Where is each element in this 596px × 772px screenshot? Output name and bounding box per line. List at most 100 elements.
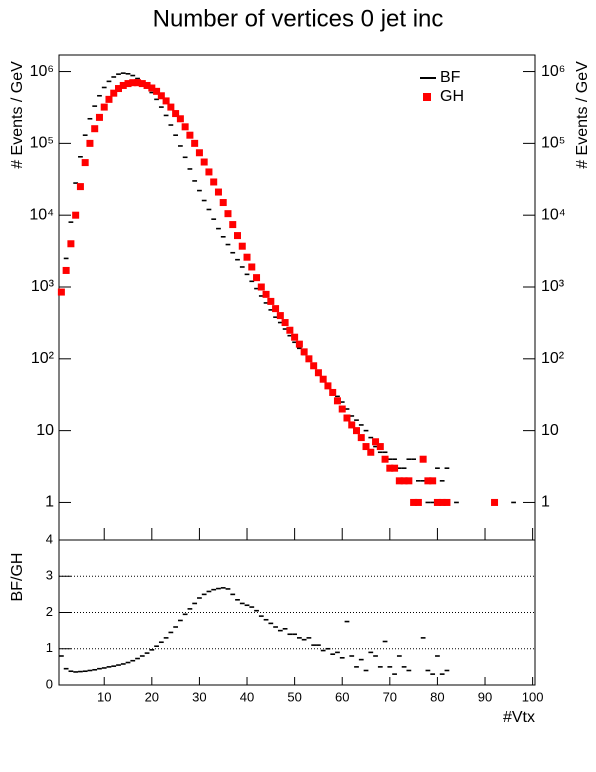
gh-point (81, 159, 89, 167)
gh-point (167, 103, 175, 111)
y-axis-title: # Events / GeV (9, 61, 26, 169)
gh-point (400, 477, 408, 485)
x-tick-label: 80 (430, 689, 444, 704)
gh-point (181, 123, 189, 131)
gh-point (353, 427, 360, 435)
y-tick-label: 10⁶ (30, 63, 54, 80)
y-tick-label: 0 (46, 676, 53, 691)
y-tick-label: 4 (46, 531, 53, 546)
gh-point (253, 274, 261, 282)
gh-point (172, 110, 180, 118)
gh-point (272, 305, 280, 313)
x-tick-label: 40 (240, 689, 254, 704)
x-tick-label: 90 (478, 689, 492, 704)
gh-point (314, 369, 322, 377)
y-tick-label-right: 10⁶ (541, 63, 565, 80)
gh-point (157, 92, 165, 100)
legend-swatch (423, 93, 431, 101)
gh-point (229, 221, 237, 229)
gh-point (424, 477, 432, 485)
gh-point (138, 80, 146, 88)
gh-point (395, 477, 403, 485)
legend-label: BF (440, 69, 461, 86)
gh-point (319, 375, 327, 383)
x-tick-label: 10 (97, 689, 111, 704)
gh-point (414, 498, 422, 506)
y-tick-label: 10² (31, 350, 55, 367)
y-tick-label-right: 1 (541, 494, 550, 511)
gh-point (438, 498, 446, 506)
x-tick-label: 30 (192, 689, 206, 704)
y-tick-label: 2 (46, 604, 53, 619)
y-tick-label: 10⁵ (30, 135, 54, 152)
gh-point (405, 477, 413, 485)
gh-point (324, 382, 332, 390)
x-tick-label: 60 (335, 689, 349, 704)
y-axis-title-right: # Events / GeV (574, 61, 591, 169)
gh-point (95, 113, 103, 121)
x-tick-label: 20 (145, 689, 159, 704)
gh-point (281, 319, 289, 327)
gh-point (310, 362, 318, 370)
gh-point (329, 388, 337, 396)
y-tick-label-right: 10⁴ (541, 206, 566, 223)
gh-point (153, 87, 161, 95)
gh-point (262, 290, 270, 298)
gh-point (295, 340, 303, 348)
gh-point (267, 297, 275, 305)
x-axis-title: #Vtx (503, 709, 535, 726)
y-tick-label-right: 10 (541, 422, 559, 439)
gh-point (410, 498, 418, 506)
gh-point (372, 438, 380, 446)
gh-point (357, 434, 365, 442)
gh-point (224, 210, 232, 218)
gh-point (300, 348, 308, 356)
y-tick-label-right: 10² (541, 350, 565, 367)
y-tick-label-right: 10⁵ (541, 135, 565, 152)
legend-label: GH (440, 88, 464, 105)
gh-point (200, 158, 208, 166)
y-tick-label: 1 (45, 494, 54, 511)
gh-point (443, 498, 451, 506)
gh-point (67, 240, 75, 248)
gh-point (86, 139, 94, 147)
y-tick-label-right: 10³ (541, 278, 565, 295)
y-tick-label: 10 (36, 422, 54, 439)
gh-point (176, 115, 184, 123)
gh-point (419, 455, 427, 463)
y-tick-label: 1 (46, 640, 53, 655)
gh-point (191, 139, 199, 147)
gh-point (119, 81, 127, 89)
gh-point (91, 125, 99, 133)
ratio-axis-title: BF/GH (9, 553, 26, 602)
gh-point (338, 405, 346, 413)
gh-point (210, 178, 218, 186)
gh-point (376, 443, 384, 451)
gh-point (305, 355, 313, 363)
gh-point (110, 89, 118, 97)
gh-point (134, 79, 142, 87)
gh-point (162, 97, 170, 105)
gh-point (219, 199, 227, 207)
gh-point (72, 211, 80, 219)
y-tick-label: 3 (46, 568, 53, 583)
y-tick-label: 10³ (31, 278, 55, 295)
gh-point (257, 283, 265, 291)
gh-point (76, 183, 84, 191)
gh-point (362, 443, 370, 451)
gh-point (214, 188, 222, 196)
gh-point (276, 312, 284, 320)
x-tick-label: 100 (522, 689, 544, 704)
y-tick-label: 10⁴ (29, 206, 54, 223)
gh-point (291, 333, 299, 341)
gh-point (195, 149, 203, 157)
gh-point (129, 79, 137, 87)
gh-point (115, 85, 122, 93)
gh-point (100, 103, 108, 111)
gh-point (367, 448, 375, 456)
x-tick-label: 50 (287, 689, 301, 704)
x-tick-label: 70 (383, 689, 397, 704)
gh-point (124, 80, 132, 88)
